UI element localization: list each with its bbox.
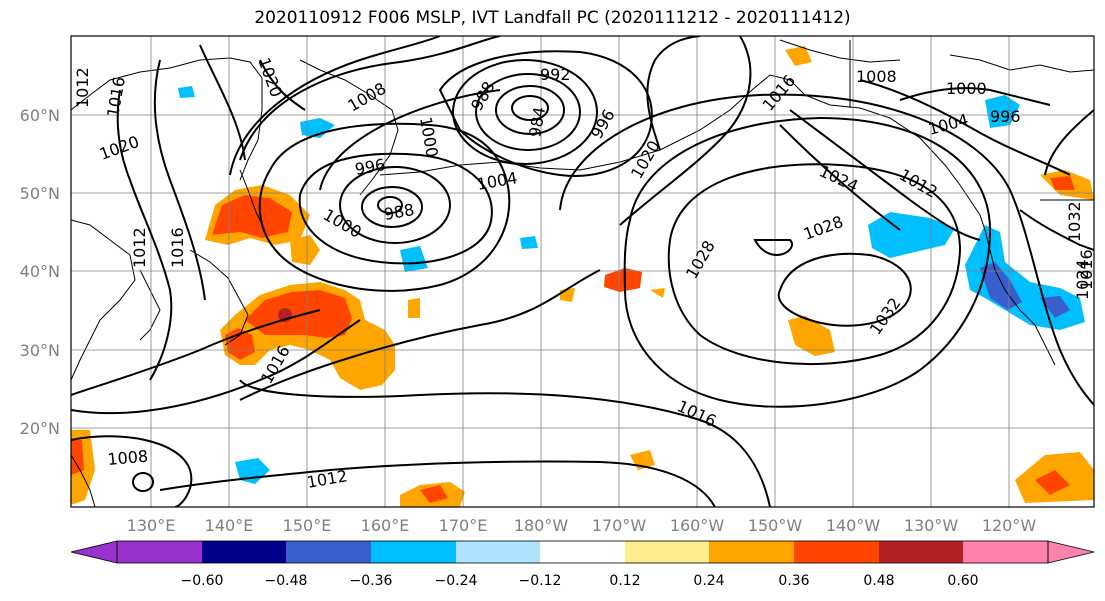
colorbar-tick-label: 0.60 [947,573,978,589]
lat-label: 40°N [20,262,60,281]
colorbar-arrow-right [1047,540,1095,564]
colorbar-bin [794,541,879,563]
colorbar-arrow-left [70,540,118,564]
colorbar: −0.60 −0.48 −0.36 −0.24 −0.12 0.12 0.24 … [70,540,1095,589]
contour-label: 1024 [1073,259,1092,300]
lon-label: 160°E [361,516,410,535]
colorbar-tick-label: 0.36 [778,573,809,589]
lon-label: 160°W [670,516,725,535]
colorbar-bin [456,541,540,563]
contour-label: 1012 [130,227,149,268]
lon-label: 150°E [283,516,332,535]
coastlines [71,39,1094,507]
lon-label: 180°W [514,516,569,535]
ivt-negative-shading [178,86,1085,484]
colorbar-tick-label: 0.12 [609,573,640,589]
contour-label: 1012 [73,67,92,108]
longitude-labels: 130°E 140°E 150°E 160°E 170°E 180°W 170°… [127,516,1037,535]
contour-label: 1032 [1065,201,1084,242]
colorbar-outline [116,540,1049,564]
lon-label: 120°W [982,516,1037,535]
colorbar-tick-label: −0.60 [181,573,224,589]
lon-label: 130°W [904,516,959,535]
colorbar-bin [625,541,709,563]
latitude-labels: 60°N 50°N 40°N 30°N 20°N [20,106,60,438]
lon-label: 170°W [592,516,647,535]
lat-label: 30°N [20,341,60,360]
colorbar-bin [540,541,625,563]
mslp-isobars [71,36,1094,507]
colorbar-tick-label: 0.24 [693,573,724,589]
contour-label: 992 [540,65,571,84]
lon-label: 150°W [748,516,803,535]
contour-label: 996 [990,107,1021,126]
map-frame [70,35,1095,508]
colorbar-bin [117,541,202,563]
colorbar-ticks: −0.60 −0.48 −0.36 −0.24 −0.12 0.12 0.24 … [181,573,979,589]
contour-label: 1000 [946,79,987,98]
plot-title: 2020110912 F006 MSLP, IVT Landfall PC (2… [254,8,851,28]
contour-label: 1008 [856,67,897,86]
lat-label: 60°N [20,106,60,125]
colorbar-bin [963,541,1048,563]
lon-label: 170°E [439,516,488,535]
lon-label: 130°E [127,516,176,535]
ivt-positive-shading [71,46,1094,507]
map-background [71,36,1094,507]
colorbar-tick-label: 0.48 [863,573,894,589]
colorbar-tick-label: −0.36 [350,573,393,589]
colorbar-tick-label: −0.12 [519,573,562,589]
colorbar-tick-label: −0.48 [265,573,308,589]
colorbar-bin [371,541,456,563]
colorbar-bin [709,541,794,563]
lat-label: 50°N [20,184,60,203]
colorbar-bin [879,541,963,563]
lat-label: 20°N [20,419,60,438]
contour-label: 1016 [168,227,187,268]
colorbar-tick-label: −0.24 [435,573,478,589]
lon-label: 140°E [205,516,254,535]
contour-label: 1016 [1077,249,1096,290]
lon-label: 140°W [826,516,881,535]
contour-label: 1008 [107,447,149,469]
colorbar-bins [117,541,1048,563]
colorbar-bin [286,541,371,563]
graticule [71,36,1094,507]
colorbar-bin [202,541,286,563]
